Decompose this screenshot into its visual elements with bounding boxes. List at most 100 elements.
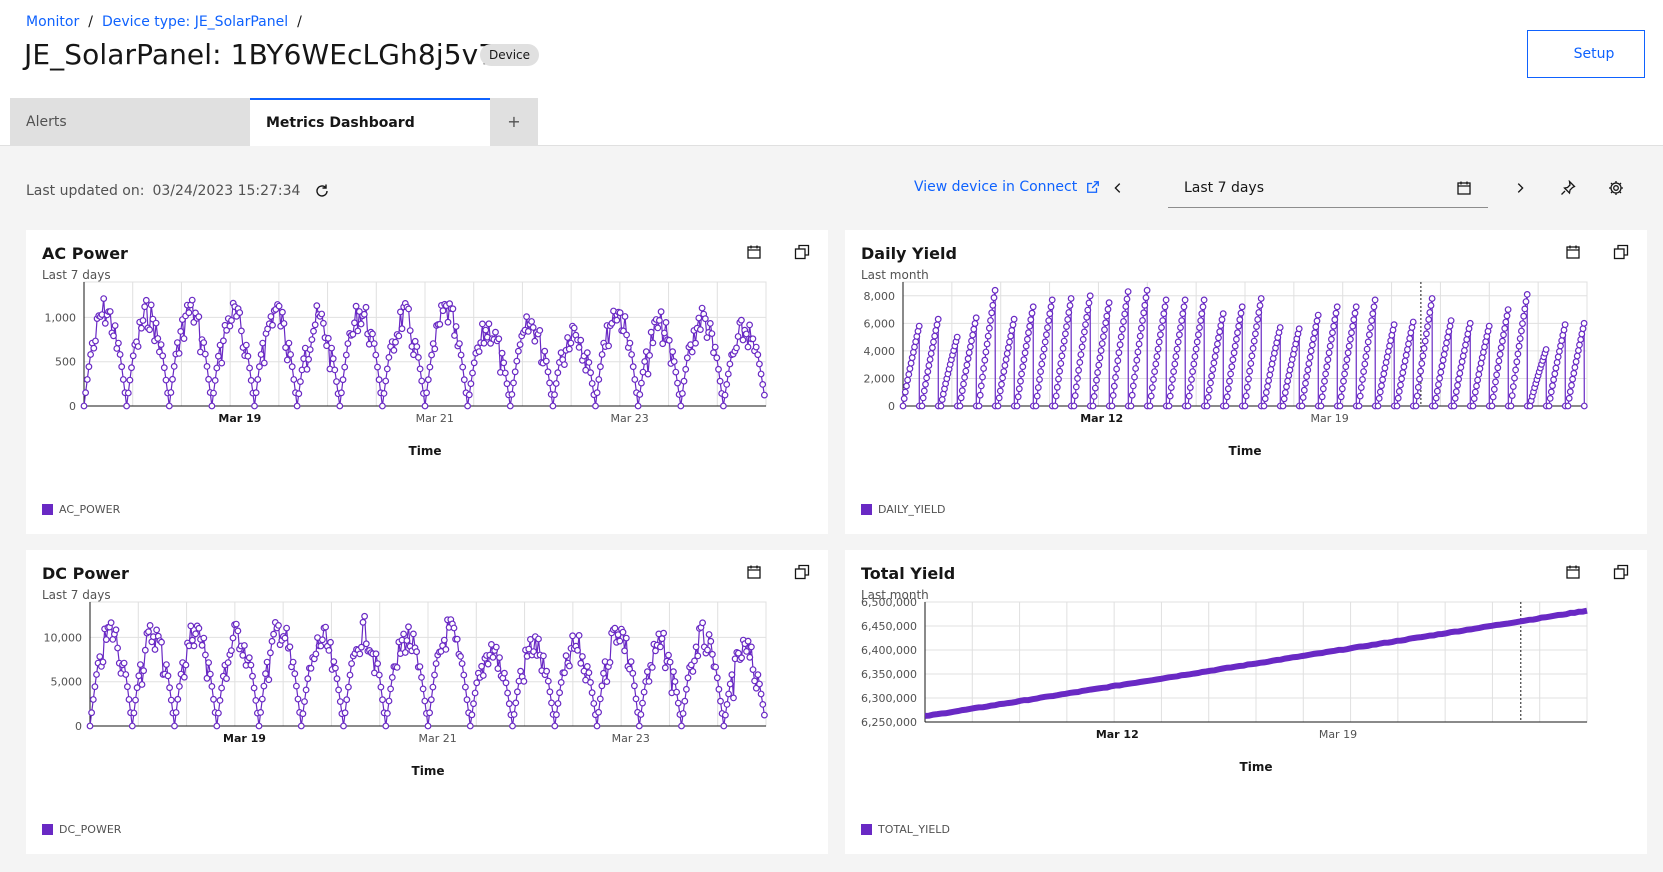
date-range-select[interactable]: Last 7 days <box>1168 170 1488 208</box>
x-tick-label: Mar 19 <box>1311 412 1349 425</box>
data-point <box>996 387 1004 395</box>
view-device-connect-link[interactable]: View device in Connect <box>914 179 1100 195</box>
data-point <box>463 696 471 704</box>
data-point <box>726 360 734 368</box>
data-point <box>1580 319 1588 327</box>
setup-button[interactable]: Setup <box>1527 30 1645 78</box>
data-point <box>1355 402 1363 410</box>
data-point <box>1359 376 1366 383</box>
daily-yield-chart[interactable]: 0 2,000 4,000 6,000 8,000 Mar 12 Mar 19 Time <box>845 230 1647 534</box>
chart-legend[interactable]: TOTAL_YIELD <box>861 823 950 836</box>
data-point <box>585 358 593 366</box>
data-point <box>1120 318 1127 325</box>
data-point <box>1079 335 1087 343</box>
data-point <box>1252 330 1259 338</box>
data-point <box>587 369 594 377</box>
data-point <box>1412 402 1420 410</box>
settings-button[interactable] <box>1600 172 1632 204</box>
data-point <box>1423 330 1430 338</box>
data-point <box>471 689 479 697</box>
card-calendar-button[interactable] <box>1565 564 1585 584</box>
data-point <box>224 659 232 666</box>
ac-power-chart[interactable]: 0 500 1,000 Mar 19 Mar 21 Mar 23 Time <box>26 230 828 534</box>
dc-power-chart[interactable]: 0 5,000 10,000 Mar 19 Mar 21 Mar 23 Time <box>26 550 828 854</box>
data-point <box>1363 345 1371 353</box>
data-point <box>689 668 697 675</box>
data-point <box>546 688 554 696</box>
data-point <box>1435 381 1442 389</box>
data-point <box>937 402 945 410</box>
data-point <box>725 690 732 698</box>
card-calendar-button[interactable] <box>1565 244 1585 264</box>
data-point <box>265 676 273 684</box>
data-point <box>1578 330 1586 338</box>
add-tab-button[interactable]: + <box>490 98 538 146</box>
data-point <box>1064 316 1072 323</box>
data-point <box>1348 329 1355 337</box>
data-point <box>141 303 149 311</box>
expand-icon <box>794 564 810 580</box>
card-expand-button[interactable] <box>794 564 814 584</box>
data-point <box>1492 378 1499 386</box>
chevron-right-icon <box>1517 183 1524 193</box>
data-point <box>976 391 984 399</box>
chart-legend[interactable]: DC_POWER <box>42 823 121 836</box>
data-point <box>340 722 347 730</box>
breadcrumb-separator: / <box>88 14 93 30</box>
data-point <box>203 362 211 370</box>
data-point <box>549 402 557 410</box>
data-point <box>638 379 645 387</box>
data-point <box>709 650 716 658</box>
data-point <box>1211 353 1219 360</box>
pin-button[interactable] <box>1552 172 1584 204</box>
data-point <box>1021 349 1029 357</box>
data-point <box>294 695 302 703</box>
data-point <box>432 660 440 667</box>
data-point <box>362 640 370 648</box>
data-point <box>257 708 265 716</box>
data-point <box>255 722 263 730</box>
data-point <box>1075 366 1083 374</box>
data-point <box>1102 319 1110 327</box>
next-range-button[interactable] <box>1504 172 1536 204</box>
data-point <box>384 709 391 717</box>
data-point <box>595 708 602 716</box>
card-calendar-button[interactable] <box>746 244 766 264</box>
data-point <box>603 678 611 686</box>
data-point <box>707 637 715 645</box>
tab-metrics-dashboard[interactable]: Metrics Dashboard <box>250 98 490 146</box>
tab-alerts[interactable]: Alerts <box>10 98 250 146</box>
card-expand-button[interactable] <box>1613 564 1633 584</box>
breadcrumb-monitor[interactable]: Monitor <box>26 14 80 30</box>
data-point <box>171 722 178 730</box>
data-point <box>436 320 444 328</box>
previous-range-button[interactable] <box>1102 172 1134 204</box>
total-yield-chart[interactable]: 6,250,000 6,300,000 6,350,000 6,400,000 6,45… <box>845 550 1647 854</box>
data-point <box>1513 358 1521 366</box>
data-point <box>1322 370 1330 378</box>
data-point <box>151 646 159 653</box>
data-point <box>556 689 563 697</box>
data-point <box>1157 331 1164 339</box>
chart-legend[interactable]: AC_POWER <box>42 503 120 516</box>
data-point <box>567 339 575 347</box>
data-point <box>223 675 230 683</box>
data-point <box>1029 303 1037 311</box>
card-expand-button[interactable] <box>1613 244 1633 264</box>
data-point <box>1361 360 1369 368</box>
data-point <box>198 641 206 649</box>
data-point <box>748 643 755 651</box>
last-updated-label: Last updated on: <box>26 183 145 199</box>
card-calendar-button[interactable] <box>746 564 766 584</box>
refresh-icon[interactable] <box>314 183 330 199</box>
breadcrumb-device-type[interactable]: Device type: JE_SolarPanel <box>101 14 289 30</box>
card-subtitle: Last month <box>861 268 929 282</box>
data-point <box>1189 368 1197 376</box>
data-point <box>1526 402 1534 410</box>
data-point <box>670 358 678 365</box>
chart-legend[interactable]: DAILY_YIELD <box>861 503 945 516</box>
data-point <box>957 394 965 402</box>
data-point <box>1321 377 1328 385</box>
card-expand-button[interactable] <box>794 244 814 264</box>
data-point <box>738 654 745 662</box>
